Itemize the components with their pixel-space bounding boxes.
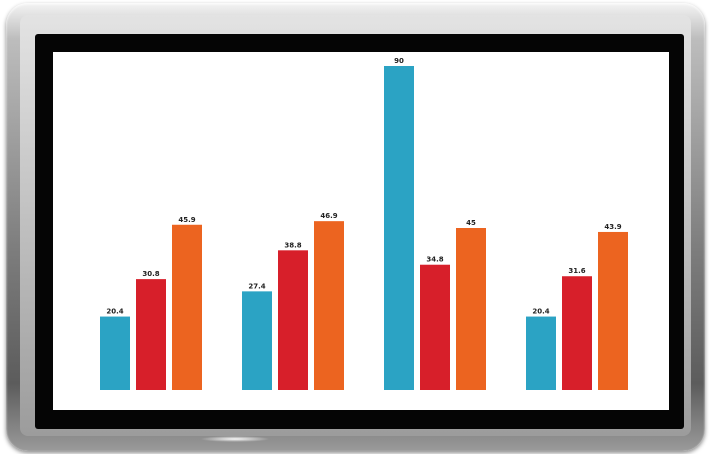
data-label-g4-s1: 20.4	[532, 308, 549, 316]
data-label-g2-s2: 38.8	[284, 241, 301, 249]
data-label-g2-s3: 46.9	[320, 212, 337, 220]
bar-g2-s2	[278, 250, 308, 390]
bezel-shine	[200, 436, 270, 442]
data-label-g3-s1: 90	[394, 57, 404, 65]
bar-g3-s3	[456, 228, 486, 390]
bar-g1-s2	[136, 279, 166, 390]
bar-chart: 20.4 30.8 45.9 27.4 38.8 46.9 90 34.8 45 20.4 31.6…	[100, 57, 628, 390]
chart-screen: 20.4 30.8 45.9 27.4 38.8 46.9 90 34.8 45 20.4 31.6…	[53, 52, 669, 410]
data-label-g1-s2: 30.8	[142, 270, 159, 278]
bar-g4-s2	[562, 276, 592, 390]
data-label-g4-s3: 43.9	[604, 223, 621, 231]
data-label-g3-s2: 34.8	[426, 256, 443, 264]
bar-g2-s3	[314, 221, 344, 390]
bar-g4-s3	[598, 231, 628, 390]
data-label-g4-s2: 31.6	[568, 267, 585, 275]
bar-g1-s1	[100, 316, 130, 390]
bar-g1-s3	[172, 224, 202, 390]
data-label-g3-s3: 45	[466, 219, 476, 227]
bar-g2-s1	[242, 291, 272, 390]
bar-g3-s1	[384, 66, 414, 390]
bar-g3-s2	[420, 264, 450, 390]
data-label-g1-s1: 20.4	[106, 308, 123, 316]
data-label-g1-s3: 45.9	[178, 216, 195, 224]
data-label-g2-s1: 27.4	[248, 282, 265, 290]
bar-g4-s1	[526, 316, 556, 390]
